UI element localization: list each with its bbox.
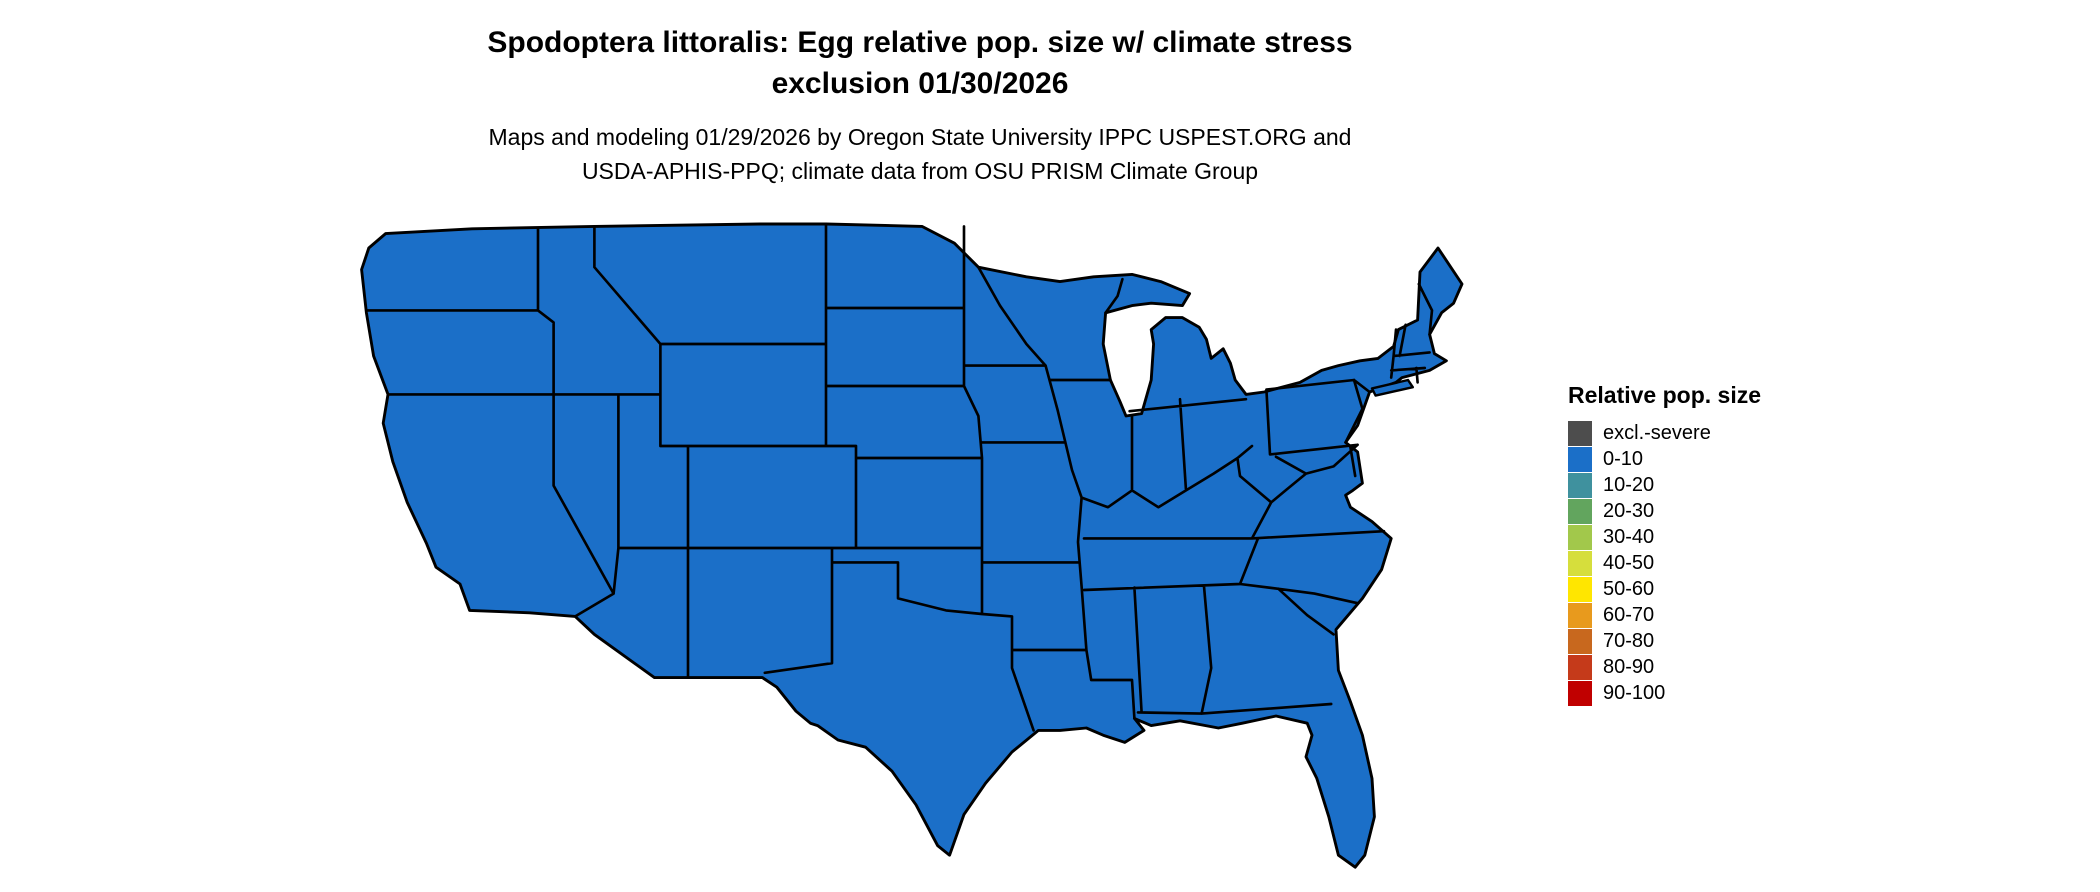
conus-outline: [360, 222, 1464, 869]
legend-item: 20-30: [1568, 499, 1868, 524]
legend-item: 80-90: [1568, 655, 1868, 680]
legend-swatch: [1568, 577, 1592, 602]
legend-label: 30-40: [1603, 526, 1655, 548]
legend-item: 30-40: [1568, 525, 1868, 550]
legend-label: 40-50: [1603, 552, 1655, 574]
legend-swatch: [1568, 551, 1592, 576]
legend-swatch: [1568, 421, 1592, 446]
legend-swatch: [1568, 681, 1592, 706]
legend-swatch: [1568, 603, 1592, 628]
map-subtitle-line1: Maps and modeling 01/29/2026 by Oregon S…: [488, 124, 1352, 150]
legend-swatch: [1568, 629, 1592, 654]
long-island: [1370, 378, 1414, 397]
legend-item: excl.-severe: [1568, 421, 1868, 446]
map-subtitle-line2: USDA-APHIS-PPQ; climate data from OSU PR…: [581, 158, 1259, 184]
state-borders: [365, 222, 1434, 732]
us-map: [360, 222, 1464, 869]
legend-label: 20-30: [1603, 500, 1655, 522]
legend-label: 50-60: [1603, 578, 1655, 600]
legend-swatch: [1568, 525, 1592, 550]
legend-swatch: [1568, 655, 1592, 680]
legend-swatch: [1568, 473, 1592, 498]
map-title-line2: exclusion 01/30/2026: [771, 67, 1069, 100]
legend-item: 0-10: [1568, 447, 1868, 472]
legend-item: 90-100: [1568, 681, 1868, 706]
legend-item: 50-60: [1568, 577, 1868, 602]
legend-item: 60-70: [1568, 603, 1868, 628]
legend-item: 10-20: [1568, 473, 1868, 498]
legend-swatch: [1568, 447, 1592, 472]
legend: Relative pop. size excl.-severe 0-10 10-20…: [1568, 382, 1868, 707]
legend-item: 40-50: [1568, 551, 1868, 576]
legend-items: excl.-severe 0-10 10-20 20-30 30-40 40-50 50-6…: [1568, 421, 1868, 706]
map-subtitle: Maps and modeling 01/29/2026 by Oregon S…: [120, 120, 1720, 188]
legend-label: 0-10: [1603, 448, 1644, 470]
map-title-line1: Spodoptera littoralis: Egg relative pop.…: [487, 26, 1353, 59]
legend-label: 60-70: [1603, 604, 1655, 626]
legend-label: 10-20: [1603, 474, 1655, 496]
legend-label: 70-80: [1603, 630, 1655, 652]
legend-label: 80-90: [1603, 656, 1655, 678]
header: Spodoptera littoralis: Egg relative pop.…: [120, 22, 1720, 188]
legend-swatch: [1568, 499, 1592, 524]
legend-label: 90-100: [1603, 682, 1666, 704]
legend-item: 70-80: [1568, 629, 1868, 654]
legend-label: excl.-severe: [1603, 422, 1711, 444]
legend-title: Relative pop. size: [1568, 382, 1762, 408]
